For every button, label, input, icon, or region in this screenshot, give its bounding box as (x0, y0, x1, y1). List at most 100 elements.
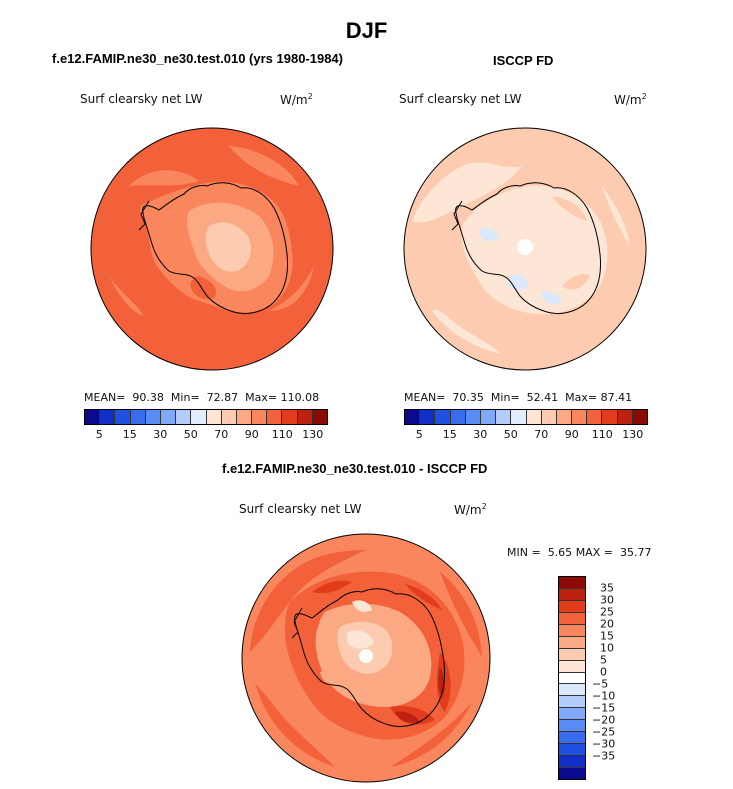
colorbar-obs-swatch (450, 410, 466, 424)
colorbar-diff-swatch (559, 672, 585, 685)
colorbar-diff-tick-label: −10 (592, 689, 616, 703)
colorbar-model-swatch (267, 410, 283, 424)
colorbar-diff-tick-label: 0 (600, 665, 607, 679)
panel-obs-units: W/m2 (614, 92, 647, 107)
colorbar-diff-tick-label: −20 (592, 713, 616, 727)
colorbar-model-swatch (191, 410, 207, 424)
colorbar-obs-swatch (526, 410, 542, 424)
colorbar-diff-swatch (559, 636, 585, 649)
panel-diff-units: W/m2 (454, 502, 487, 517)
colorbar-diff-swatch (559, 612, 585, 625)
panel-obs-mean: 70.35 (452, 391, 484, 404)
colorbar-diff-tick-label: 10 (600, 641, 614, 655)
map-diff (241, 533, 491, 783)
colorbar-model-swatch (236, 410, 253, 424)
colorbar-obs-swatch (572, 410, 588, 424)
colorbar-obs-tick-label: 15 (442, 428, 457, 441)
colorbar-model-tick-label: 5 (95, 428, 103, 441)
colorbar-diff-tick-label: 30 (600, 593, 614, 607)
colorbar-obs-swatch (405, 410, 421, 424)
colorbar-model-swatch (221, 410, 237, 424)
colorbar-model-swatch (282, 410, 298, 424)
colorbar-diff-swatch (559, 660, 585, 673)
panel-model-mean-label: MEAN= (84, 391, 126, 404)
colorbar-model-tick-label: 90 (244, 428, 259, 441)
colorbar-diff-swatch (559, 756, 585, 768)
colorbar-diff-swatch (559, 577, 585, 589)
panel-diff-max-label: MAX = (575, 546, 613, 559)
colorbar-model-swatch (130, 410, 146, 424)
panel-diff-min-label: MIN = (507, 546, 541, 559)
colorbar-obs-tick-label: 130 (622, 428, 644, 441)
colorbar-obs-swatch (617, 410, 633, 424)
colorbar-diff-tick-label: 25 (600, 605, 614, 619)
colorbar-model-swatch (115, 410, 131, 424)
colorbar-obs-tick-label: 90 (564, 428, 579, 441)
colorbar-diff-tick-label: −30 (592, 737, 616, 751)
colorbar-diff-swatch (559, 708, 585, 721)
main-title: DJF (345, 18, 388, 43)
colorbar-model-swatch (312, 410, 327, 424)
colorbar-model-swatch (176, 410, 192, 424)
panel-model-mean: 90.38 (132, 391, 164, 404)
colorbar-diff-swatch (559, 648, 585, 661)
colorbar-obs-tick-label: 5 (415, 428, 423, 441)
colorbar-diff-swatch (559, 696, 585, 709)
panel-obs-variable: Surf clearsky net LW (399, 92, 522, 106)
colorbar-model-swatch (85, 410, 101, 424)
colorbar-model-swatch (145, 410, 161, 424)
colorbar-obs-swatch (511, 410, 527, 424)
map-model (90, 127, 334, 371)
colorbar-model-tick-label: 50 (183, 428, 198, 441)
panel-diff-max: 35.77 (619, 546, 652, 559)
panel-obs-max: 87.41 (600, 391, 633, 404)
colorbar-diff-tick-label: −15 (592, 701, 616, 715)
colorbar-model-tick-label: 15 (122, 428, 137, 441)
colorbar-model (84, 409, 328, 425)
colorbar-diff-swatch (559, 624, 585, 637)
colorbar-diff-swatch (559, 588, 585, 601)
colorbar-obs-tick-label: 50 (503, 428, 518, 441)
colorbar-diff-swatch (559, 768, 585, 779)
colorbar-diff-tick-label: 20 (600, 617, 614, 631)
colorbar-diff-swatch (559, 684, 585, 697)
panel-model-variable: Surf clearsky net LW (80, 92, 203, 106)
colorbar-obs-swatch (602, 410, 618, 424)
colorbar-model-tick-label: 30 (153, 428, 168, 441)
colorbar-obs-tick-label: 110 (591, 428, 613, 441)
colorbar-model-swatch (160, 410, 177, 424)
panel-model-max: 110.08 (280, 391, 320, 404)
colorbar-diff-ticks: 35 30 25 20 15 10 5 0 −5 −10 −15 −20 −25 −30 −35 (592, 576, 632, 780)
colorbar-obs-tick-label: 30 (473, 428, 488, 441)
colorbar-model-tick-label: 130 (302, 428, 324, 441)
colorbar-obs-swatch (480, 410, 497, 424)
panel-diff-min: 5.65 (547, 546, 573, 559)
colorbar-obs-swatch (420, 410, 436, 424)
panel-model-min: 72.87 (206, 391, 239, 404)
panel-model-title: f.e12.FAMIP.ne30_ne30.test.010 (yrs 1980… (52, 51, 343, 66)
colorbar-model-tick-label: 70 (214, 428, 229, 441)
colorbar-obs-swatch (496, 410, 512, 424)
colorbar-obs-swatch (465, 410, 481, 424)
panel-obs-max-label: Max= (565, 391, 598, 404)
panel-obs-title: ISCCP FD (493, 53, 554, 68)
colorbar-diff-tick-label: 35 (600, 581, 614, 595)
colorbar-diff-swatch (559, 720, 585, 733)
panel-model-max-label: Max= (245, 391, 278, 404)
panel-diff-title: f.e12.FAMIP.ne30_ne30.test.010 - ISCCP F… (222, 461, 488, 476)
colorbar-model-tick-label: 110 (271, 428, 293, 441)
colorbar-diff-swatch (559, 744, 585, 757)
panel-obs-min-label: Min= (490, 391, 520, 404)
colorbar-diff-tick-label: −5 (592, 677, 609, 691)
colorbar-obs-swatch (435, 410, 451, 424)
panel-diff-stats: MIN = 5.65 MAX = 35.77 (507, 546, 651, 559)
panel-model-units: W/m2 (280, 92, 313, 107)
panel-obs-stats: MEAN= 70.35 Min= 52.41 Max= 87.41 (404, 391, 632, 404)
panel-obs-mean-label: MEAN= (404, 391, 446, 404)
colorbar-model-swatch (252, 410, 268, 424)
colorbar-obs-tick-label: 70 (534, 428, 549, 441)
colorbar-diff-swatch (559, 732, 585, 745)
colorbar-diff-tick-label: −25 (592, 725, 616, 739)
colorbar-model-swatch (100, 410, 116, 424)
panel-obs-min: 52.41 (526, 391, 559, 404)
